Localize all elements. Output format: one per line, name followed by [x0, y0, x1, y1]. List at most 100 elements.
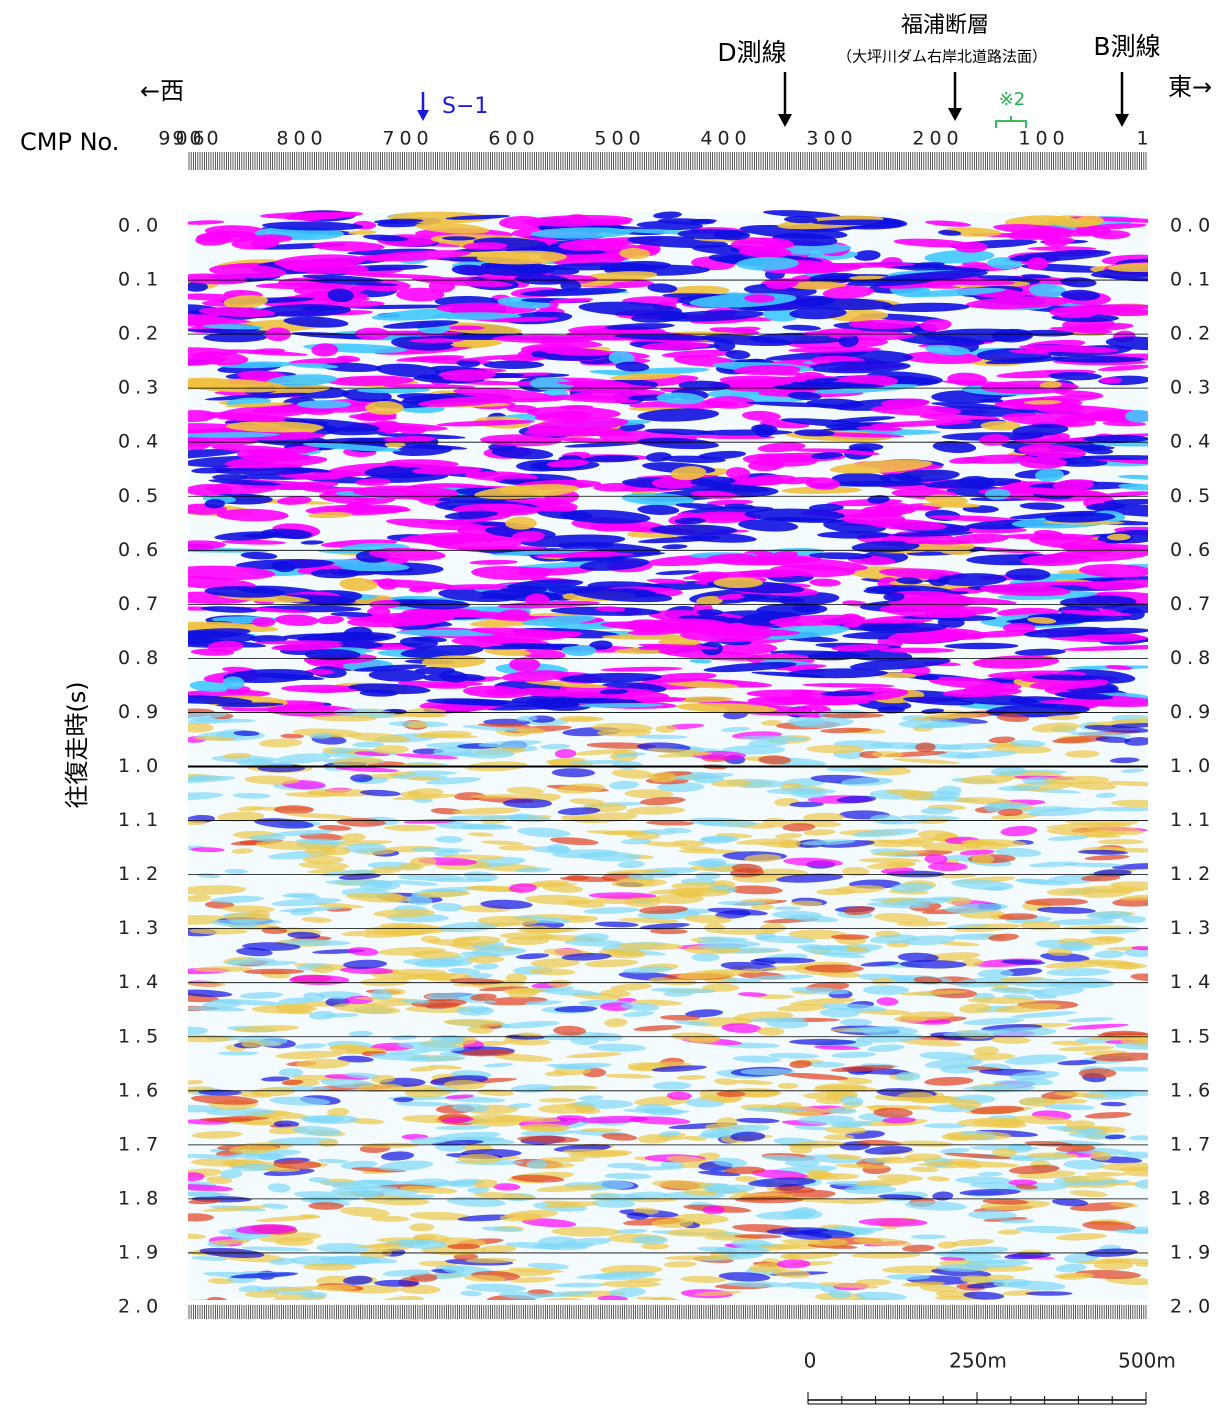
reflector: [212, 474, 249, 481]
reflector: [1130, 973, 1148, 982]
reflector: [613, 752, 646, 758]
reflector: [683, 914, 732, 924]
y-tick-label-right: 1.2: [1170, 863, 1215, 885]
y-tick-label-right: 0.0: [1170, 215, 1215, 237]
reflector: [505, 936, 550, 946]
reflector: [806, 1170, 832, 1176]
reflector: [221, 539, 286, 545]
reflector: [224, 349, 309, 356]
reflector: [979, 584, 1071, 597]
reflector: [738, 519, 799, 532]
reflector: [258, 738, 303, 748]
y-tick-label: 1.2: [118, 863, 163, 885]
reflector: [773, 550, 799, 558]
reflector: [385, 518, 489, 531]
reflector: [757, 442, 806, 453]
reflector: [692, 511, 762, 521]
reflector: [451, 1103, 490, 1113]
reflector: [190, 847, 225, 853]
reflector: [932, 1191, 954, 1201]
y-tick-label-right: 0.5: [1170, 485, 1215, 507]
reflector: [288, 894, 321, 899]
reflector: [1008, 1179, 1038, 1186]
y-tick-label-right: 1.8: [1170, 1187, 1215, 1209]
reflector: [538, 1157, 587, 1163]
reflector: [415, 1180, 485, 1187]
reflector: [1020, 920, 1061, 931]
reflector: [299, 1214, 321, 1219]
reflector: [910, 287, 1007, 297]
reflector: [1025, 1291, 1073, 1296]
reflector: [721, 745, 786, 755]
reflector: [685, 1009, 724, 1018]
reflector: [698, 1170, 741, 1177]
reflector: [527, 1262, 570, 1270]
reflector: [715, 928, 778, 935]
reflector: [595, 606, 626, 612]
reflector: [1054, 1272, 1086, 1279]
arrow-head: [1115, 114, 1129, 127]
reflector: [473, 963, 499, 970]
reflector: [481, 1226, 523, 1232]
reflector: [708, 253, 750, 263]
reflector: [1123, 737, 1148, 746]
reflector: [222, 905, 275, 913]
reflector: [1119, 894, 1148, 901]
reflector: [626, 806, 686, 815]
reflector: [713, 577, 763, 589]
reflector: [188, 347, 238, 356]
reflector: [1094, 950, 1125, 959]
y-tick-label: 0.0: [118, 215, 163, 237]
reflector: [637, 437, 719, 450]
reflector: [262, 221, 364, 231]
reflector: [1077, 849, 1128, 855]
reflector: [959, 849, 995, 856]
reflector: [426, 682, 484, 688]
reflector: [807, 1061, 845, 1068]
y-tick-label: 0.1: [118, 269, 163, 291]
reflector: [397, 874, 464, 881]
reflector: [624, 789, 674, 799]
reflector: [242, 942, 301, 951]
reflector: [578, 702, 664, 708]
reflector: [545, 262, 650, 271]
reflector: [252, 617, 276, 627]
reflector: [1018, 1097, 1057, 1107]
scale-label: 0: [804, 1349, 817, 1373]
reflector: [691, 571, 728, 581]
reflector: [1049, 432, 1071, 441]
reflector: [689, 434, 776, 440]
reflector: [188, 694, 253, 705]
x-tick-label: 600: [488, 128, 539, 150]
reflector: [1090, 1151, 1112, 1161]
reflector: [352, 741, 385, 748]
reflector: [1128, 1135, 1148, 1141]
reflector: [924, 854, 948, 864]
reflector: [554, 1282, 606, 1288]
reflector: [287, 931, 321, 939]
reflector: [761, 719, 783, 726]
reflector: [188, 1026, 208, 1036]
reflector: [862, 985, 910, 995]
reflector: [316, 1242, 371, 1253]
reflector: [1015, 1225, 1082, 1234]
reflector: [445, 214, 511, 220]
y-tick-label: 1.5: [118, 1025, 163, 1047]
reflector: [1047, 835, 1088, 841]
reflector: [623, 897, 661, 907]
reflector: [339, 1206, 390, 1217]
reflector: [1083, 434, 1148, 444]
reflector: [396, 629, 499, 637]
reflector: [674, 517, 706, 525]
reflector: [277, 753, 331, 764]
reflector: [519, 1123, 571, 1132]
reflector: [651, 1065, 707, 1072]
reflector: [673, 1020, 711, 1026]
reflector: [796, 944, 823, 949]
reflector: [591, 1199, 636, 1208]
reflector: [188, 281, 208, 292]
reflector: [1076, 1259, 1132, 1265]
arrow-head: [948, 108, 962, 121]
reflector: [457, 1214, 515, 1222]
reflector: [1111, 799, 1148, 808]
